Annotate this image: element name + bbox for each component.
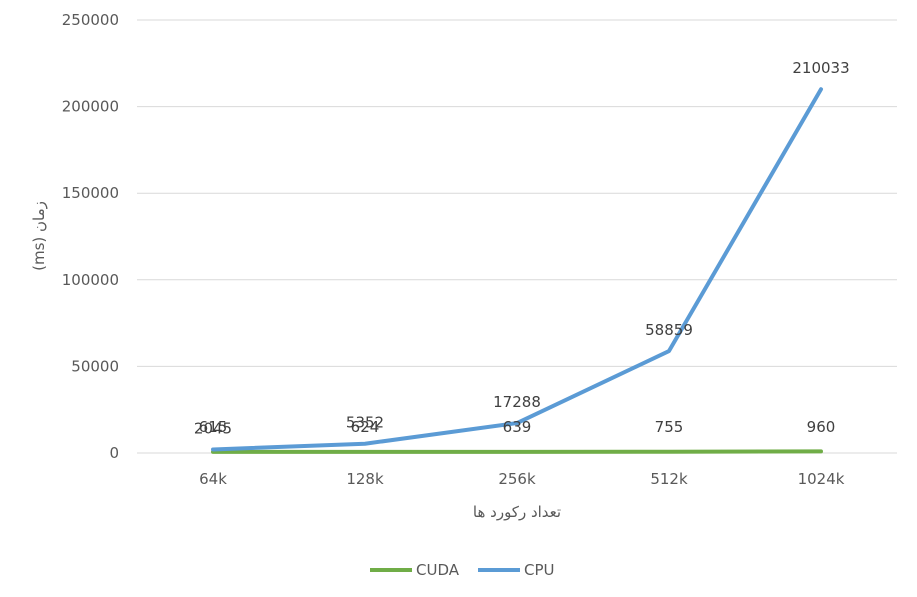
- y-tick-label: 250000: [62, 11, 119, 29]
- x-tick-label: 64k: [199, 470, 227, 488]
- y-axis-title: زمان (ms): [30, 201, 48, 271]
- data-labels: 615 624 639 755 960 2045 5352 17288 58859 210033: [194, 59, 850, 437]
- y-tick-label: 150000: [62, 184, 119, 202]
- data-label-cuda: 755: [655, 418, 684, 436]
- series-lines: [211, 87, 823, 454]
- y-axis-ticks: 0 50000 100000 150000 200000 250000: [62, 11, 119, 462]
- x-tick-label: 512k: [650, 470, 688, 488]
- data-label-cpu: 58859: [645, 321, 693, 339]
- x-tick-label: 128k: [346, 470, 384, 488]
- y-tick-label: 50000: [71, 357, 119, 375]
- legend: CUDA CPU: [370, 561, 555, 579]
- legend-label-cuda: CUDA: [416, 561, 460, 579]
- x-tick-label: 256k: [498, 470, 536, 488]
- data-label-cuda: 960: [807, 418, 836, 436]
- data-label-cuda: 624: [351, 418, 380, 436]
- gridlines: [137, 19, 897, 454]
- data-label-cuda: 639: [503, 418, 532, 436]
- data-label-cpu: 2045: [194, 419, 232, 437]
- data-label-cpu: 17288: [493, 393, 541, 411]
- y-tick-label: 200000: [62, 98, 119, 116]
- data-label-cpu: 210033: [792, 59, 849, 77]
- data-label-cpu: 5352: [346, 414, 384, 432]
- legend-label-cpu: CPU: [524, 561, 555, 579]
- y-tick-label: 100000: [62, 271, 119, 289]
- data-label-cuda: 615: [199, 418, 228, 436]
- x-tick-label: 1024k: [798, 470, 845, 488]
- y-tick-label: 0: [109, 444, 119, 462]
- x-axis-ticks: 64k 128k 256k 512k 1024k: [199, 470, 845, 488]
- x-axis-title: تعداد رکورد ها: [473, 503, 561, 521]
